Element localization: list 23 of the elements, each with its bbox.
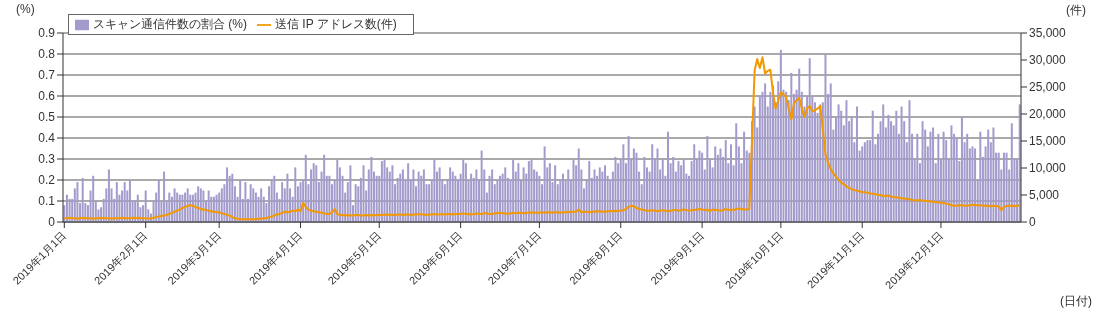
y-tick-label: 0.4 [38,131,56,146]
legend-label: スキャン通信件数の割合 (%) [93,17,247,31]
y-tick-label: 0.8 [38,47,56,62]
y2-tick-label: 10,000 [1029,161,1067,176]
y-axis-title: (%) [16,2,35,16]
y2-tick-label: 15,000 [1029,134,1067,149]
y2-tick-label: 35,000 [1029,26,1067,41]
y-tick-label: 0.6 [38,89,56,104]
y2-tick-label: 20,000 [1029,107,1067,122]
y-tick-label: 0.1 [38,194,56,209]
y2-tick-label: 0 [1029,215,1036,230]
y-tick-label: 0 [48,215,56,230]
legend-label: 送信 IP アドレス数(件) [275,17,397,31]
y2-axis-title: (件) [1066,2,1086,19]
x-axis-title: (日付) [1060,293,1092,310]
y-tick-label: 0.7 [38,68,56,83]
y-tick-label: 0.9 [38,26,56,41]
y2-tick-label: 25,000 [1029,80,1067,95]
y2-tick-label: 30,000 [1029,53,1067,68]
y-tick-label: 0.2 [38,173,56,188]
y-tick-label: 0.5 [38,110,56,125]
y2-tick-label: 5,000 [1029,188,1060,203]
y-tick-label: 0.3 [38,152,56,167]
